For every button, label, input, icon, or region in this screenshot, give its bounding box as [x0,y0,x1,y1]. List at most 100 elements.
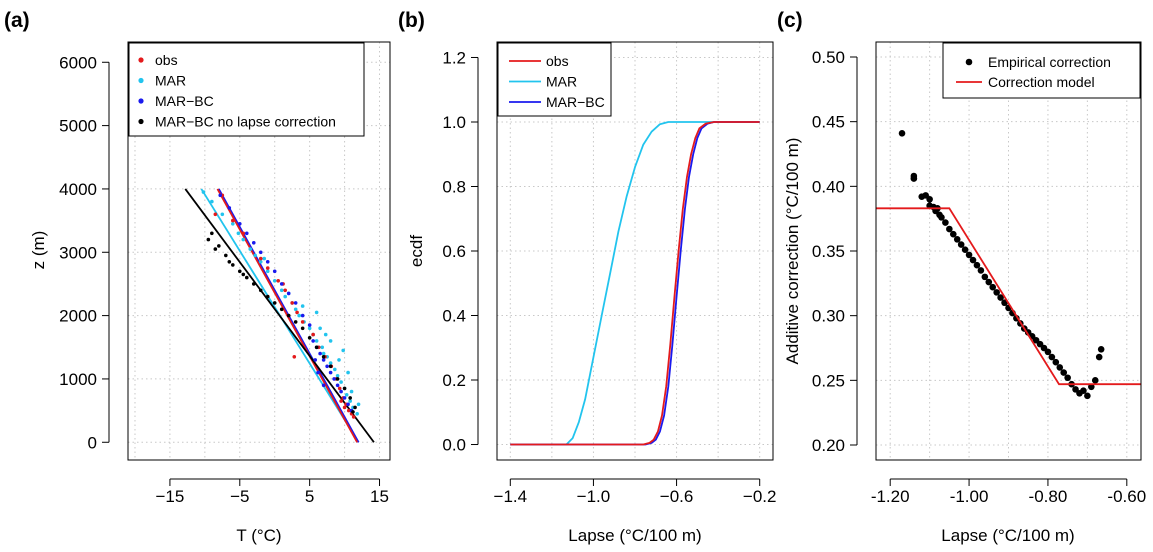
panel-a-point-mar-bc [321,358,326,362]
panel-a-point-mar [314,310,319,315]
panel-b-ecdf-line-mar [510,121,760,446]
panel-c-x-tick-label: -0.60 [1107,487,1146,506]
panel-a-point-mar-bc [321,383,326,388]
panel-a-y-tick-label: 6000 [59,53,97,72]
panel-c-y-tick-label: 0.30 [812,307,845,326]
panel-c-y-tick-label: 0.50 [812,48,845,67]
panel-c-point-empirical-correction [1080,387,1087,394]
panel-a-point-mar [253,253,257,258]
panel-a-point-mar-bc-no-lapse-correction [300,326,305,331]
panel-c-point-empirical-correction [993,289,1000,296]
panel-a-point-mar-bc-no-lapse-correction [210,231,214,236]
panel-a-point-mar [265,269,270,274]
panel-c-point-empirical-correction [942,219,949,226]
panel-a-point-mar-bc [316,370,320,375]
panel-a-point-mar [307,326,312,331]
panel-b-y-tick-label: 0.6 [442,242,466,261]
panel-a-y-tick-label: 2000 [59,307,97,326]
panel-a-point-mar-bc-no-lapse-correction [217,244,221,248]
panel-a-point-mar [314,339,319,343]
panel-a-legend-marker-mar-bc-no-lapse-correction [138,118,144,125]
panel-a-point-obs [339,399,343,403]
panel-a-point-obs [231,218,235,223]
panel-a-point-mar-bc [293,301,298,305]
panel-a-point-mar-bc [325,364,329,369]
panel-c-point-empirical-correction [1088,383,1095,391]
panel-c-legend-label-correction-model: Correction model [988,74,1095,90]
panel-a-point-mar-bc-no-lapse-correction [328,364,333,369]
panel-a-point-mar [241,237,246,242]
panel-a-y-tick-label: 3000 [59,243,97,262]
panel-a-legend-label-mar-bc-no-lapse-correction: MAR−BC no lapse correction [155,114,336,130]
panel-b-x-tick-label: −1.4 [494,487,528,506]
panel-c-point-empirical-correction [946,225,953,233]
panel-c-point-empirical-correction [926,195,933,203]
panel-a-point-mar [318,326,322,331]
panel-b-y-axis-title: ecdf [407,235,426,267]
panel-a-point-obs [300,320,305,324]
panel-a-point-mar [293,307,298,312]
panel-c-x-axis-title: Lapse (°C/100 m) [941,526,1074,545]
panel-a-point-mar-bc-no-lapse-correction [244,275,249,280]
panel-a: (a) −15 −5 5 15 0 1000 2000 3000 4000 5000 6000 T … [4,9,391,545]
panel-a-legend-label-obs: obs [155,52,178,68]
panel-b-x-tick-label: −1.0 [577,487,611,506]
panel-c-y-tick-label: 0.25 [812,371,845,390]
panel-a-legend-marker-mar-bc [138,98,144,104]
panel-c-point-empirical-correction [949,230,957,238]
panel-c-point-empirical-correction [953,236,961,243]
panel-c-point-empirical-correction [938,214,945,221]
panel-a-point-obs [241,231,246,236]
panel-a-point-mar [297,313,301,318]
panel-c-y-tick-label: 0.20 [812,436,845,455]
panel-a-point-mar-bc [286,291,291,296]
panel-a-x-tick-label: −5 [230,487,249,506]
panel-c-point-empirical-correction [969,256,977,264]
panel-a-x-tick-label: 15 [370,487,389,506]
panel-a-y-tick-label: 4000 [59,180,97,199]
panel-a-x-axis-title: T (°C) [236,526,281,545]
panel-a-point-mar [328,339,333,343]
panel-c-point-empirical-correction [1064,374,1071,382]
panel-a-point-obs [346,408,351,413]
panel-c-point-empirical-correction [1060,369,1068,376]
panel-a-x-tick-label: −15 [155,487,184,506]
panel-a-point-mar-bc [332,377,336,381]
panel-a-point-mar-bc-no-lapse-correction [353,405,357,410]
panel-c-point-empirical-correction [1084,392,1091,400]
panel-b-y-tick-label: 0.4 [442,307,466,326]
panel-a-point-mar-bc [227,206,232,210]
panel-a-point-mar-bc [346,402,350,407]
panel-a-point-mar-bc-no-lapse-correction [272,301,277,305]
panel-a-point-obs [311,332,315,337]
panel-b-legend-label-mar: MAR [546,74,577,90]
panel-c-point-empirical-correction [1044,348,1052,356]
panel-a-point-obs [342,405,347,410]
panel-a-point-obs [337,386,342,391]
panel-a-point-obs [295,310,299,315]
panel-c-point-empirical-correction [1095,353,1103,361]
panel-b-y-tick-label: 1.0 [442,113,466,132]
panel-a-point-mar-bc-no-lapse-correction [213,247,218,251]
panel-a-point-mar-bc [251,240,256,245]
panel-a-point-mar-bc [342,396,347,400]
panel-a-point-mar [356,402,361,407]
panel-c-point-empirical-correction [1056,364,1064,371]
panel-a-point-obs [283,288,288,293]
panel-a-point-obs [258,256,263,261]
panel-c-y-tick-label: 0.35 [812,242,845,261]
panel-c-legend-marker-empirical-correction [965,58,973,66]
panel-a-point-mar [348,399,352,403]
panel-a-point-mar-bc [272,269,277,274]
panel-b-x-tick-label: −0.2 [743,487,777,506]
panel-c-point-empirical-correction [985,278,993,286]
panel-a-label: (a) [4,9,30,32]
panel-a-legend-marker-obs [138,57,144,63]
panel-a-point-mar-bc-no-lapse-correction [241,272,246,277]
panel-c-label: (c) [777,9,803,32]
panel-a-point-mar [339,380,343,384]
panel-c-x-tick-label: -1.20 [871,487,910,506]
panel-c-point-empirical-correction [1048,353,1056,361]
panel-a-point-mar-bc-no-lapse-correction [224,253,228,258]
panel-a-point-mar [283,294,288,299]
